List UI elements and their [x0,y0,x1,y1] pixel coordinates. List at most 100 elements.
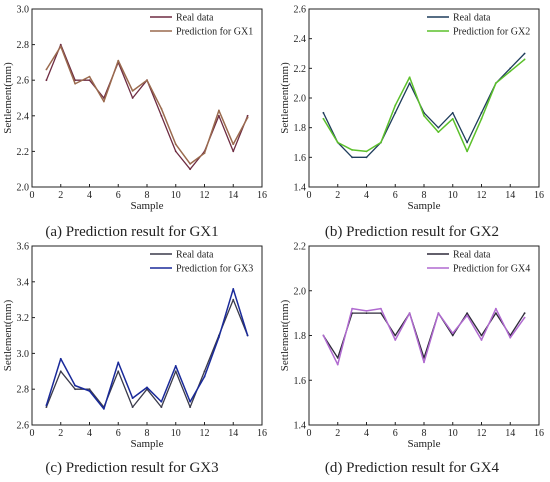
series-1-point [394,104,397,107]
series-1-point [146,386,148,389]
series-0-point [131,97,134,99]
y-axis-label: Settlement(mm) [2,62,14,134]
y-tick-label: 3.4 [17,277,30,288]
series-0-point [523,312,526,315]
x-tick-label: 16 [257,190,267,201]
series-0-point [246,114,249,117]
legend-label-0: Real data [176,250,214,261]
series-1-point [480,339,483,341]
x-tick-label: 6 [116,190,121,201]
series-1-point [74,384,77,387]
series-0-point [451,111,454,114]
x-axis-label: Sample [131,200,164,212]
y-tick-label: 3.6 [17,242,30,253]
series-line-0 [45,299,249,408]
series-1-point [88,390,91,392]
y-tick-label: 1.6 [294,153,307,164]
y-tick-label: 2.6 [17,76,30,87]
series-1-point [74,82,77,85]
series-0-point [451,334,454,337]
legend-label-0: Real data [176,13,214,24]
series-0-point [217,114,220,117]
x-tick-label: 8 [145,428,150,439]
series-1-point [336,363,339,366]
chart-panel-1: 0 2 4 6 8 10 12 14 16 1.4 1.6 1.8 2.0 2.2 2.4 2.6 Sample… [279,5,544,213]
series-0-point [480,334,483,337]
x-tick-label: 12 [200,428,210,439]
figure-caption: (b) Prediction result for GX2 [325,224,499,240]
x-tick-label: 2 [58,428,63,439]
series-0-point [480,111,483,114]
series-1-point [217,109,220,112]
x-tick-label: 8 [422,190,427,201]
x-tick-label: 10 [171,190,181,201]
y-tick-label: 2.8 [17,385,30,396]
series-1-point [174,143,177,146]
series-line-1 [322,58,526,153]
series-1-point [117,59,120,62]
series-0-point [45,79,48,82]
x-tick-label: 14 [228,428,238,439]
series-0-point [160,406,163,408]
x-tick-label: 6 [116,428,121,439]
series-1-point [451,117,454,120]
y-tick-label: 3.0 [17,5,30,16]
series-1-point [365,150,368,153]
series-0-point [117,370,120,373]
chart-panel-3: 0 2 4 6 8 10 12 14 16 1.4 1.6 1.8 2.0 2.2 Sample Settle… [279,242,544,451]
y-axis-label: Settlement(mm) [279,299,291,371]
y-tick-label: 2.2 [17,147,30,158]
series-1-point [509,70,512,73]
series-1-point [146,79,148,82]
chart-panel-0: 0 2 4 6 8 10 12 14 16 2.0 2.2 2.4 2.6 2.8 3.0 Sample Set… [2,5,267,213]
series-1-point [336,141,339,144]
y-tick-label: 2.0 [294,286,307,297]
series-1-point [351,307,354,310]
x-axis-label: Sample [408,200,441,212]
series-1-point [203,375,206,378]
series-0-point [59,370,62,373]
y-tick-label: 2.0 [17,183,30,194]
series-0-point [494,312,497,315]
x-tick-label: 8 [422,428,427,439]
y-tick-label: 2.4 [294,34,307,45]
series-0-point [45,406,48,408]
x-tick-label: 10 [171,428,181,439]
series-1-point [379,307,382,310]
series-1-point [523,58,526,61]
series-1-point [88,75,91,78]
y-tick-label: 1.4 [294,421,307,432]
series-0-point [88,79,91,82]
legend-label-1: Prediction for GX3 [176,264,253,275]
series-0-point [189,406,192,408]
legend-label-0: Real data [453,250,491,261]
x-tick-label: 16 [534,190,544,201]
series-0-point [523,52,526,55]
series-0-point [59,43,62,46]
legend-label-1: Prediction for GX1 [176,27,253,38]
series-0-point [466,312,469,315]
y-tick-label: 2.4 [17,111,30,122]
series-1-point [189,162,192,165]
figure-caption: (c) Prediction result for GX3 [45,460,218,476]
figure-caption: (a) Prediction result for GX1 [45,224,218,240]
y-tick-label: 3.2 [17,313,30,324]
y-tick-label: 2.6 [17,421,30,432]
series-0-point [365,312,368,315]
series-0-point [336,356,339,359]
series-1-point [379,141,382,144]
series-1-point [494,307,497,310]
x-tick-label: 16 [257,428,267,439]
series-1-point [480,117,483,120]
x-tick-label: 6 [393,190,398,201]
x-tick-label: 2 [335,190,340,201]
figure-caption: (d) Prediction result for GX4 [325,460,500,476]
series-0-point [174,150,177,153]
x-tick-label: 4 [87,428,92,439]
series-1-point [246,116,249,119]
x-tick-label: 2 [58,190,63,201]
series-1-point [437,131,440,134]
y-axis-label: Settlement(mm) [2,299,14,371]
series-0-point [160,114,163,117]
